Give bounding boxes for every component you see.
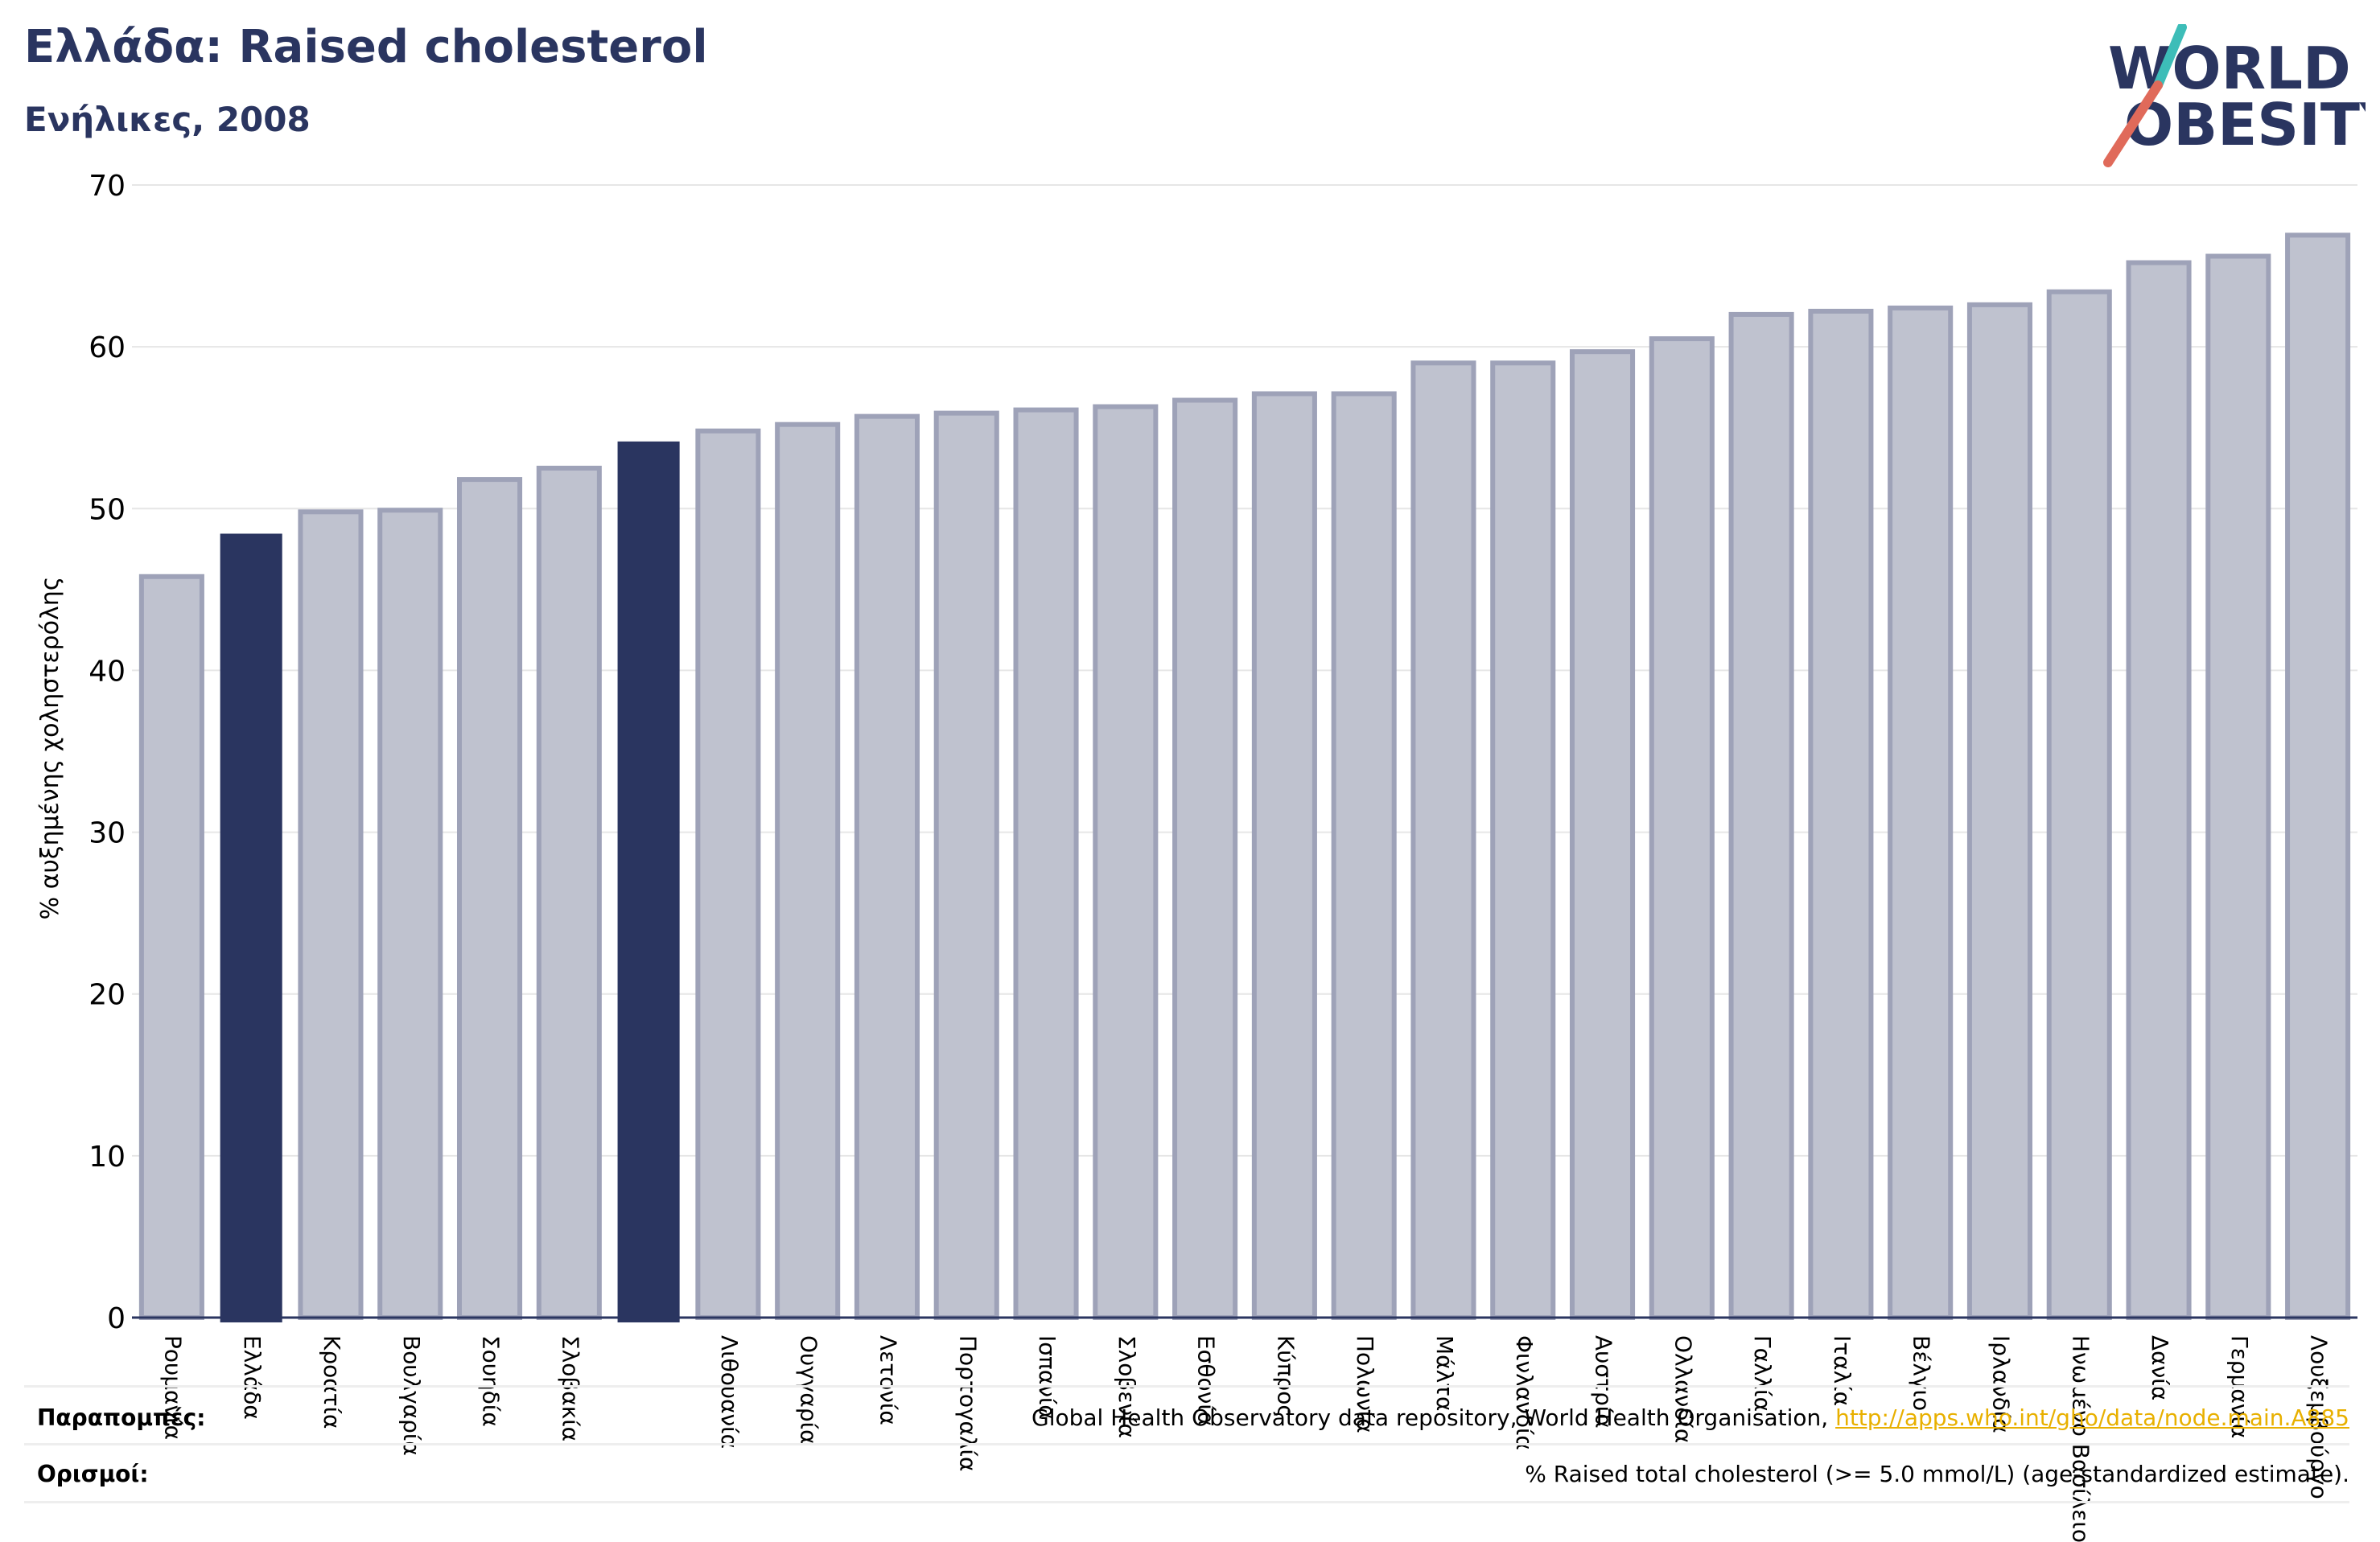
bar [1888,305,1954,1321]
bar [1490,360,1556,1320]
references-link[interactable]: http://apps.who.int/gho/data/node.main.A… [1835,1404,2349,1431]
page-title: Ελλάδα: Raised cholesterol [24,21,708,73]
x-tick-label: Αυστρία [1591,1335,1617,1429]
bar [2046,289,2112,1320]
bar [1093,404,1159,1321]
x-tick-label: Βέλγιο [1909,1335,1935,1411]
x-tick-label: Σλοβακία [557,1335,583,1441]
y-tick-label: 10 [89,1141,126,1174]
bar [1649,336,1715,1321]
x-tick-label: Ουγγαρία [796,1335,822,1445]
x-tick-label: Μάλτα [1431,1335,1458,1412]
bar [1410,360,1476,1320]
y-tick-label: 40 [89,655,126,688]
x-tick-label: Εσθονία [1193,1335,1220,1426]
bar [298,509,364,1320]
bar [2126,260,2192,1320]
x-tick-label: Ελλάδα [239,1335,266,1420]
footer-divider-bottom [24,1501,2349,1503]
x-tick-label: Ηνωμένο Βασίλειο [2067,1335,2094,1542]
bar [2285,232,2351,1321]
bar [220,533,282,1322]
x-tick-label: Λιθουανία [716,1335,743,1449]
bar [1172,397,1238,1320]
bar [1331,391,1397,1321]
bar [695,428,761,1320]
x-tick-label: Φινλανδία [1511,1335,1538,1450]
footer-divider-middle [24,1443,2349,1445]
x-tick-label: Ρουμανία [159,1335,186,1440]
x-tick-label: Πολωνία [1352,1335,1378,1433]
references-label: Παραπομπές: [37,1404,206,1431]
x-tick-label: Ιρλανδία [1987,1335,2014,1433]
bar [1251,391,1317,1321]
footer-references-row: Παραπομπές: Global Health Observatory da… [24,1390,2349,1446]
bar [933,410,999,1320]
bar [1728,311,1794,1320]
logo-slash-teal [2153,24,2187,90]
y-axis: 0 10 20 30 40 50 60 70 [89,170,126,1335]
logo-slash-red [2103,80,2163,167]
bar [536,466,602,1320]
bar [377,508,443,1320]
y-tick-label: 30 [89,817,126,850]
x-tick-label: Σουηδία [478,1335,504,1427]
x-tick-label: Ισπανία [1034,1335,1060,1420]
bar [456,477,523,1321]
definitions-label: Ορισμοί: [37,1461,149,1487]
bar [1808,308,1874,1320]
bar [775,421,841,1320]
y-tick-label: 20 [89,979,126,1012]
bar [2205,253,2271,1321]
bar [617,441,680,1322]
references-text: Global Health Observatory data repositor… [1031,1404,1829,1431]
logo-text-obesity: OBESITY [2124,91,2366,158]
y-axis-label: % αυξημένης χοληστερόλης [36,577,64,920]
footer-divider-top [24,1385,2349,1388]
x-tick-label: Λουξεμβούργο [2306,1335,2333,1499]
x-tick-label: Ιταλία [1829,1335,1855,1406]
bar [854,413,920,1320]
world-obesity-logo: WORLD OBESITY [2103,24,2366,167]
x-tick-label: Γαλλία [1749,1335,1776,1412]
x-tick-label: Βουλγαρία [398,1335,425,1456]
x-tick-label: Ολλανδία [1670,1335,1696,1443]
y-tick-label: 60 [89,331,126,364]
bar [1013,407,1079,1320]
definitions-value: % Raised total cholesterol (>= 5.0 mmol/… [1525,1461,2349,1487]
x-tick-label: Λετονία [875,1335,901,1425]
x-tick-label: Κύπρος [1272,1335,1299,1418]
bar [1569,349,1636,1321]
y-tick-label: 0 [107,1302,126,1335]
bar [1966,302,2033,1320]
page-subtitle: Ενήλικες, 2008 [24,100,311,139]
y-tick-label: 70 [89,170,126,203]
bar [138,574,204,1320]
footer-definitions-row: Ορισμοί: % Raised total cholesterol (>= … [24,1446,2349,1503]
bars-layer [138,232,2351,1322]
references-value: Global Health Observatory data repositor… [1031,1390,2349,1446]
logo-text-world: WORLD [2108,35,2351,102]
x-tick-label: Κροατία [319,1335,345,1429]
y-tick-label: 50 [89,493,126,526]
x-axis: Ρουμανία Ελλάδα Κροατία Βουλγαρία Σουηδία Σλο… [132,1316,2357,1542]
x-tick-label: Δανία [2147,1335,2173,1400]
x-tick-label: Πορτογαλία [954,1335,981,1471]
